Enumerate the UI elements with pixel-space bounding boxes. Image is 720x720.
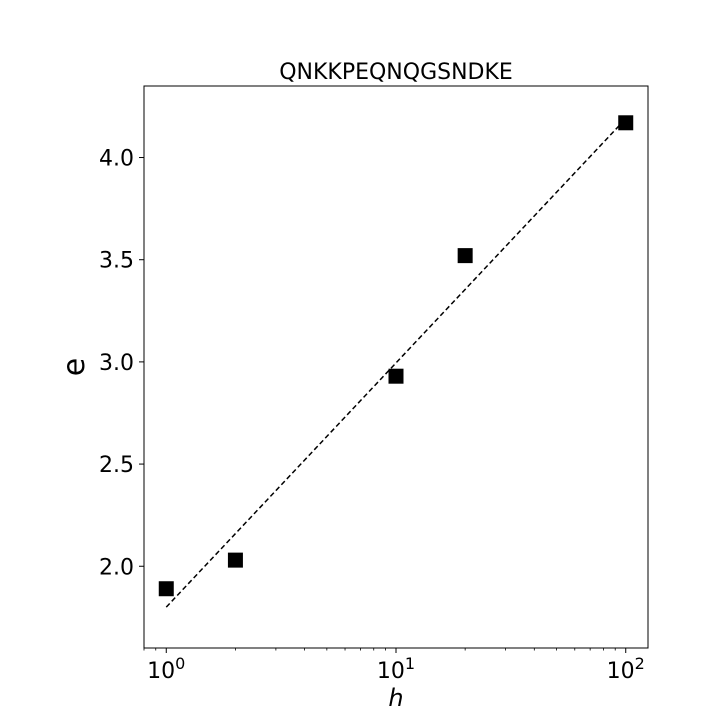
- y-tick-label: 2.5: [99, 453, 134, 478]
- x-tick-base: 10: [147, 659, 175, 684]
- x-axis-label: h: [388, 684, 403, 712]
- y-ticks: 2.0 2.5 3.0 3.5 4.0: [99, 147, 144, 580]
- x-tick-exponent: 2: [635, 654, 645, 673]
- x-tick-base: 10: [607, 659, 635, 684]
- data-point: [457, 248, 473, 264]
- x-tick-label: 101: [377, 654, 415, 684]
- plot-frame: [143, 85, 649, 649]
- x-tick-exponent: 0: [175, 654, 185, 673]
- y-tick-label: 3.0: [99, 351, 134, 376]
- data-point: [388, 368, 404, 384]
- x-tick-label: 100: [147, 654, 185, 684]
- data-points: [158, 115, 634, 597]
- x-tick-label: 102: [607, 654, 645, 684]
- x-ticks: 100 101 102: [143, 648, 645, 684]
- plot-area: [144, 86, 648, 648]
- data-point: [618, 115, 634, 131]
- data-point: [158, 581, 174, 597]
- y-tick-label: 4.0: [99, 147, 134, 172]
- data-point: [227, 552, 243, 568]
- x-tick-exponent: 1: [405, 654, 415, 673]
- y-tick-label: 2.0: [99, 555, 134, 580]
- y-axis-label: e: [57, 358, 92, 376]
- y-tick-label: 3.5: [99, 249, 134, 274]
- x-tick-base: 10: [377, 659, 405, 684]
- chart-title: QNKKPEQNQGSNDKE: [279, 60, 513, 85]
